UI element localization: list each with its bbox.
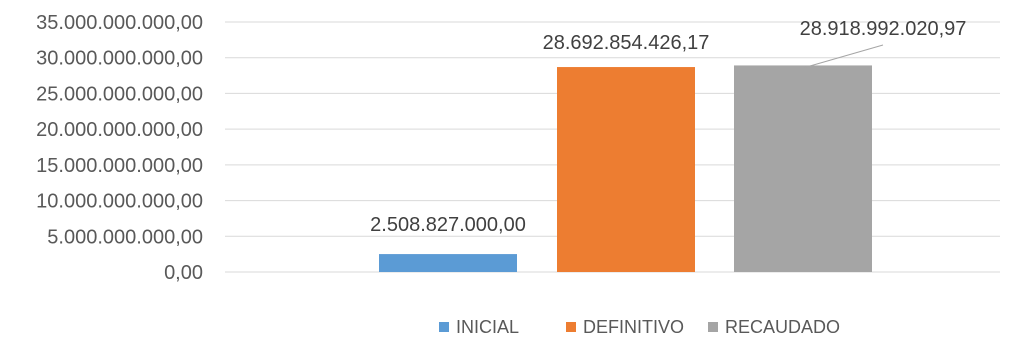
legend-swatch-recaudado [708,322,718,332]
y-tick-label: 25.000.000.000,00 [36,83,203,105]
y-tick-label: 35.000.000.000,00 [36,12,203,34]
bar-inicial [379,254,517,272]
data-label-recaudado: 28.918.992.020,97 [800,18,967,40]
legend-swatch-inicial [439,322,449,332]
data-label-leader-line [802,44,884,69]
legend-label-inicial: INICIAL [456,317,519,337]
bar-recaudado [734,65,872,273]
data-label-definitivo: 28.692.854.426,17 [543,32,710,54]
y-tick-label: 0,00 [164,262,203,284]
y-tick-label: 10.000.000.000,00 [36,191,203,213]
y-tick-label: 20.000.000.000,00 [36,119,203,141]
data-labels: 2.508.827.000,00 28.692.854.426,17 28.918.… [370,18,966,236]
legend-label-definitivo: DEFINITIVO [583,317,684,337]
y-tick-label: 30.000.000.000,00 [36,48,203,70]
bars [379,65,872,273]
y-tick-label: 15.000.000.000,00 [36,155,203,177]
legend: INICIAL DEFINITIVO RECAUDADO [439,317,840,337]
legend-swatch-definitivo [566,322,576,332]
legend-label-recaudado: RECAUDADO [725,317,840,337]
data-label-inicial: 2.508.827.000,00 [370,214,526,236]
bar-definitivo [557,67,695,272]
y-tick-label: 5.000.000.000,00 [47,226,203,248]
y-axis-tick-labels: 0,00 5.000.000.000,00 10.000.000.000,00 15.… [36,12,203,284]
